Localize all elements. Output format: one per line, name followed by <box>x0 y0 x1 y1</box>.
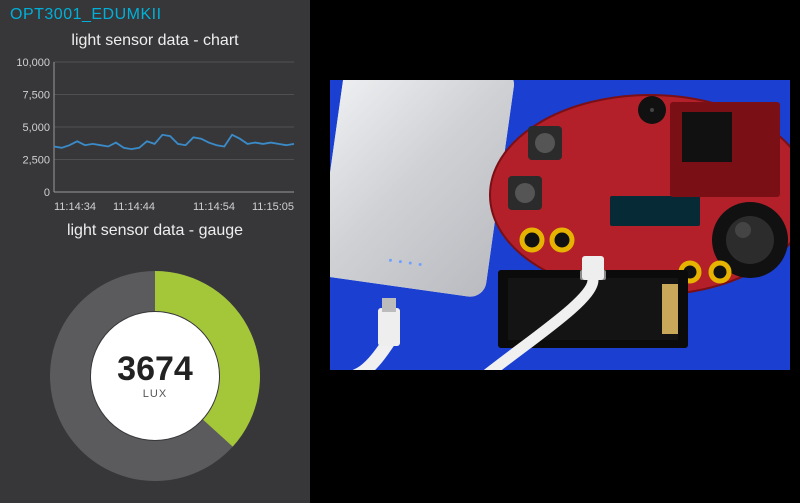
gauge-title: light sensor data - gauge <box>10 222 300 240</box>
gauge-center: 3674 LUX <box>91 312 219 440</box>
svg-text:11:14:44: 11:14:44 <box>113 201 155 213</box>
svg-text:0: 0 <box>44 187 50 199</box>
sensor-panel: OPT3001_EDUMKII light sensor data - char… <box>0 0 310 503</box>
gauge-unit: LUX <box>143 388 167 400</box>
hardware-photo <box>330 80 790 370</box>
svg-text:11:14:54: 11:14:54 <box>193 201 235 213</box>
chart-title: light sensor data - chart <box>10 32 300 50</box>
svg-text:7,500: 7,500 <box>22 90 50 102</box>
panel-title: OPT3001_EDUMKII <box>10 6 300 24</box>
gauge-value: 3674 <box>117 352 193 386</box>
gauge-chart: 3674 LUX <box>10 246 300 503</box>
svg-text:2,500: 2,500 <box>22 155 50 167</box>
line-chart: 0 2,500 5,000 7,500 10,000 11:14:34 11:14:44 11… <box>10 56 300 216</box>
svg-text:11:15:05: 11:15:05 <box>252 201 294 213</box>
svg-text:10,000: 10,000 <box>16 57 50 69</box>
svg-text:11:14:34: 11:14:34 <box>54 201 96 213</box>
svg-text:5,000: 5,000 <box>22 122 50 134</box>
